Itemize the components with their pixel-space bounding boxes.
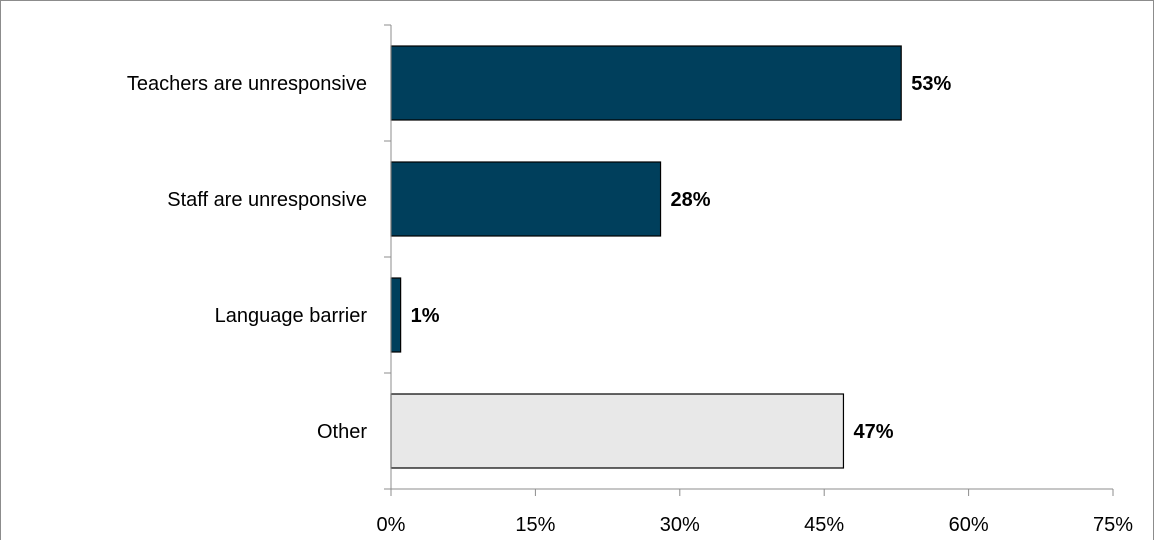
bar-other	[390, 393, 845, 469]
category-label-language-barrier: Language barrier	[215, 305, 368, 327]
x-tick-label: 75%	[1093, 514, 1133, 536]
value-labels-layer: 53% 28% 1% 47%	[411, 73, 952, 443]
category-label-other: Other	[317, 421, 367, 443]
category-labels-layer: Teachers are unresponsive Staff are unres…	[127, 73, 367, 443]
x-tick-label: 60%	[949, 514, 989, 536]
bars-layer	[390, 45, 902, 469]
y-ticks-layer	[384, 24, 391, 490]
x-tick-label: 15%	[515, 514, 555, 536]
value-label-language-barrier: 1%	[411, 305, 440, 327]
category-label-teachers-are-unresponsive: Teachers are unresponsive	[127, 73, 367, 95]
x-tick-label: 0%	[377, 514, 406, 536]
value-label-staff-are-unresponsive: 28%	[671, 189, 711, 211]
value-label-other: 47%	[853, 421, 893, 443]
x-ticks-layer: 0% 15% 30% 45% 60% 75%	[377, 489, 1133, 536]
value-label-teachers-are-unresponsive: 53%	[911, 73, 951, 95]
bar-teachers-are-unresponsive	[390, 45, 902, 121]
bar-staff-are-unresponsive	[390, 161, 662, 237]
x-tick-label: 30%	[660, 514, 700, 536]
bar-language-barrier	[390, 277, 402, 353]
category-label-staff-are-unresponsive: Staff are unresponsive	[167, 189, 367, 211]
x-tick-label: 45%	[804, 514, 844, 536]
